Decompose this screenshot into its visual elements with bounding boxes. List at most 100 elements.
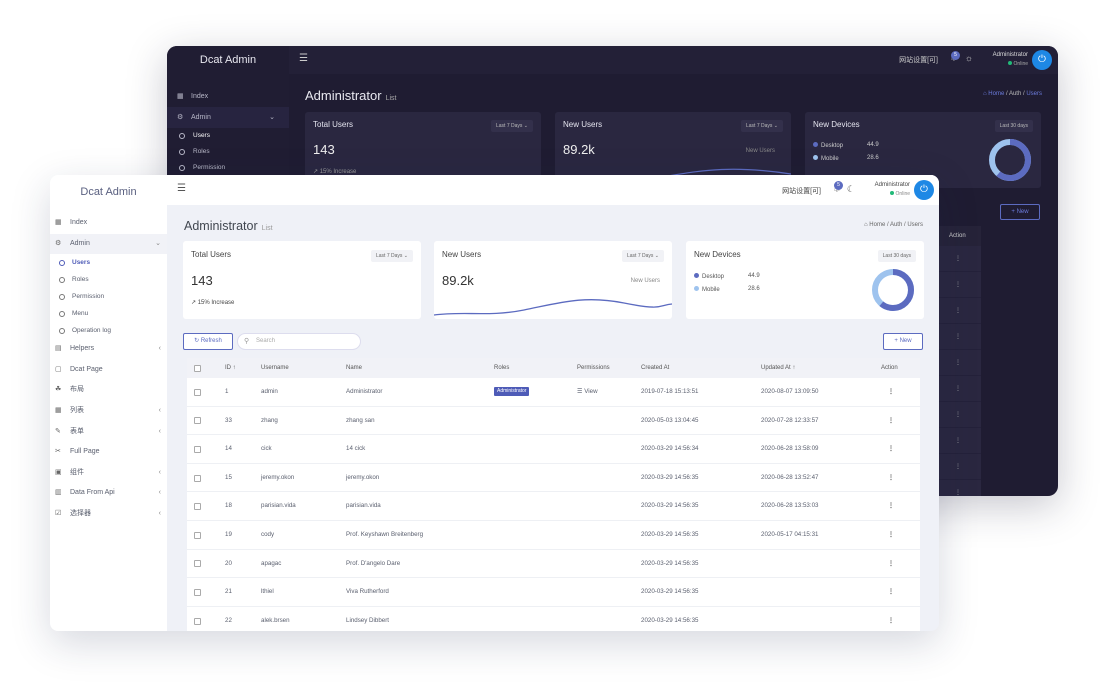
search-input[interactable]: ⚲ Search xyxy=(237,333,361,350)
table-row[interactable]: 1 admin Administrator Administrator ☰ View 20… xyxy=(187,378,920,407)
dark-subnav-users[interactable]: Users xyxy=(167,128,289,144)
row-checkbox[interactable] xyxy=(194,560,201,568)
dark-table-row[interactable]: ⋮ xyxy=(889,480,981,496)
sidebar-item-0[interactable]: ▤ Helpers ‹ xyxy=(50,339,167,360)
sidebar-nav-more: ▤ Helpers ‹ ▢ Dcat Page ☘ 布局 ▦ 列表 ‹ ✎ 表单 ‹ ✂ Full Page… xyxy=(50,339,167,524)
sidebar-subitem-users[interactable]: Users xyxy=(50,254,167,271)
cell-created-at: 2020-03-29 14:56:35 xyxy=(641,588,699,596)
table-row[interactable]: 20 apagac Prof. D'angelo Dare 2020-03-29 14… xyxy=(187,550,920,579)
dark-crumb-home[interactable]: Home xyxy=(988,91,1005,97)
crumb-home[interactable]: Home xyxy=(869,222,886,228)
sidebar-item-index[interactable]: ▦ Index xyxy=(50,213,167,234)
sidebar-item-5[interactable]: ✂ Full Page xyxy=(50,442,167,463)
table-row[interactable]: 19 cody Prof. Keyshawn Breitenberg 2020-03-… xyxy=(187,521,920,550)
sidebar-item-3[interactable]: ▦ 列表 ‹ xyxy=(50,401,167,422)
sidebar-nav: ▦ Index ⚙ Admin ⌄ Users Roles Permission Menu O… xyxy=(50,213,167,525)
table-row[interactable]: 22 alek.brsen Lindsey Dibbert 2020-03-29 14… xyxy=(187,607,920,631)
hamburger-icon[interactable]: ☰ xyxy=(299,53,308,64)
dark-nav-item-admin[interactable]: ⚙ Admin ⌄ xyxy=(167,107,289,128)
cell-permissions[interactable]: ☰ View xyxy=(577,378,598,407)
more-actions-icon[interactable]: ⋮ xyxy=(955,334,961,340)
row-checkbox[interactable] xyxy=(194,445,201,453)
dark-new-button[interactable]: + New xyxy=(1000,204,1040,220)
more-actions-icon[interactable]: ⋮ xyxy=(955,464,961,470)
dark-subnav-permission[interactable]: Permission xyxy=(167,160,289,176)
table-row[interactable]: 15 jeremy.okon jeremy.okon 2020-03-29 14:56… xyxy=(187,464,920,493)
more-actions-icon[interactable]: ⋮ xyxy=(955,412,961,418)
more-actions-icon[interactable]: ⋮ xyxy=(888,445,895,453)
header-id[interactable]: ID ↑ xyxy=(225,358,236,378)
more-actions-icon[interactable]: ⋮ xyxy=(888,588,895,596)
range-label: Last 30 days xyxy=(882,253,911,259)
more-actions-icon[interactable]: ⋮ xyxy=(955,282,961,288)
sidebar-item-4[interactable]: ✎ 表单 ‹ xyxy=(50,422,167,443)
more-actions-icon[interactable]: ⋮ xyxy=(888,416,895,424)
sidebar-item-1[interactable]: ▢ Dcat Page xyxy=(50,360,167,381)
dark-crumb-auth[interactable]: Auth xyxy=(1008,91,1022,97)
dark-donut-chart xyxy=(989,139,1031,181)
dark-range-dropdown[interactable]: Last 7 Days ⌄ xyxy=(491,120,533,132)
refresh-button[interactable]: ↻ Refresh xyxy=(183,333,233,350)
row-checkbox[interactable] xyxy=(194,617,201,625)
online-dot-icon xyxy=(1007,61,1012,65)
crumb-auth[interactable]: Auth xyxy=(889,222,903,228)
dark-nav-item-index[interactable]: ▦ Index xyxy=(167,86,289,107)
dark-site-settings-link[interactable]: 网站设置[可] xyxy=(899,57,938,64)
more-actions-icon[interactable]: ⋮ xyxy=(888,530,895,538)
dark-range-dropdown[interactable]: Last 7 Days ⌄ xyxy=(741,120,783,132)
header-updated-at[interactable]: Updated At ↑ xyxy=(761,358,795,378)
row-checkbox[interactable] xyxy=(194,503,201,511)
sidebar-item-7[interactable]: ▥ Data From Api ‹ xyxy=(50,483,167,504)
sun-icon[interactable]: ☼ xyxy=(964,53,973,63)
select-all-checkbox[interactable] xyxy=(194,364,201,372)
more-actions-icon[interactable]: ⋮ xyxy=(888,616,895,624)
range-dropdown[interactable]: Last 7 Days ⌄ xyxy=(371,250,413,262)
breadcrumb: ⌂ Home / Auth / Users xyxy=(863,222,923,228)
avatar-power-icon[interactable]: ⏻ xyxy=(914,180,934,200)
more-actions-icon[interactable]: ⋮ xyxy=(888,388,895,395)
hamburger-icon[interactable]: ☰ xyxy=(177,183,186,194)
dark-subnav-roles[interactable]: Roles xyxy=(167,144,289,160)
avatar-power-icon[interactable]: ⏻ xyxy=(1032,50,1052,70)
site-settings-link[interactable]: 网站设置[可] xyxy=(782,188,821,195)
row-checkbox[interactable] xyxy=(194,531,201,539)
more-actions-icon[interactable]: ⋮ xyxy=(888,473,895,481)
sidebar-item-admin[interactable]: ⚙ Admin ⌄ xyxy=(50,233,167,255)
sidebar-subitem-permission[interactable]: Permission xyxy=(50,288,167,305)
cell-updated-at: 2020-06-28 13:58:09 xyxy=(761,445,819,453)
range-label: Last 7 Days xyxy=(376,253,403,259)
more-actions-icon[interactable]: ⋮ xyxy=(955,360,961,366)
moon-icon[interactable]: ☾ xyxy=(846,184,855,194)
table-row[interactable]: 18 parisian.vida parisian.vida 2020-03-29 1… xyxy=(187,492,920,521)
notification-badge: 5 xyxy=(834,181,843,190)
more-actions-icon[interactable]: ⋮ xyxy=(888,559,895,567)
new-button[interactable]: + New xyxy=(883,333,923,350)
row-checkbox[interactable] xyxy=(194,588,201,596)
dark-range-dropdown[interactable]: Last 30 days xyxy=(994,120,1033,132)
sidebar-item-8[interactable]: ☑ 选择器 ‹ xyxy=(50,504,167,525)
search-icon: ⚲ xyxy=(244,338,250,345)
more-actions-icon[interactable]: ⋮ xyxy=(955,438,961,444)
row-checkbox[interactable] xyxy=(194,417,201,425)
cell-created-at: 2020-05-03 13:04:45 xyxy=(641,416,699,424)
more-actions-icon[interactable]: ⋮ xyxy=(888,502,895,510)
table-row[interactable]: 33 zhang zhang san 2020-05-03 13:04:45 2020-… xyxy=(187,407,920,436)
sidebar-item-2[interactable]: ☘ 布局 xyxy=(50,380,167,401)
range-dropdown[interactable]: Last 30 days xyxy=(877,250,916,262)
table-row[interactable]: 21 lthiel Viva Rutherford 2020-03-29 14:56:… xyxy=(187,578,920,607)
circle-icon xyxy=(179,149,185,155)
row-checkbox[interactable] xyxy=(194,388,201,396)
sidebar-subitem-roles[interactable]: Roles xyxy=(50,271,167,288)
more-actions-icon[interactable]: ⋮ xyxy=(955,308,961,314)
brand-logo[interactable]: Dcat Admin xyxy=(80,186,137,198)
more-actions-icon[interactable]: ⋮ xyxy=(955,256,961,262)
sidebar-subitem-menu[interactable]: Menu xyxy=(50,305,167,322)
sidebar-subitem-operation-log[interactable]: Operation log xyxy=(50,322,167,339)
range-dropdown[interactable]: Last 7 Days ⌄ xyxy=(622,250,664,262)
row-checkbox[interactable] xyxy=(194,474,201,482)
sidebar-item-6[interactable]: ▣ 组件 ‹ xyxy=(50,463,167,484)
more-actions-icon[interactable]: ⋮ xyxy=(955,490,961,496)
view-permissions-link[interactable]: View xyxy=(584,388,598,395)
more-actions-icon[interactable]: ⋮ xyxy=(955,386,961,392)
table-row[interactable]: 14 cick 14 cick 2020-03-29 14:56:34 2020-06-… xyxy=(187,435,920,464)
